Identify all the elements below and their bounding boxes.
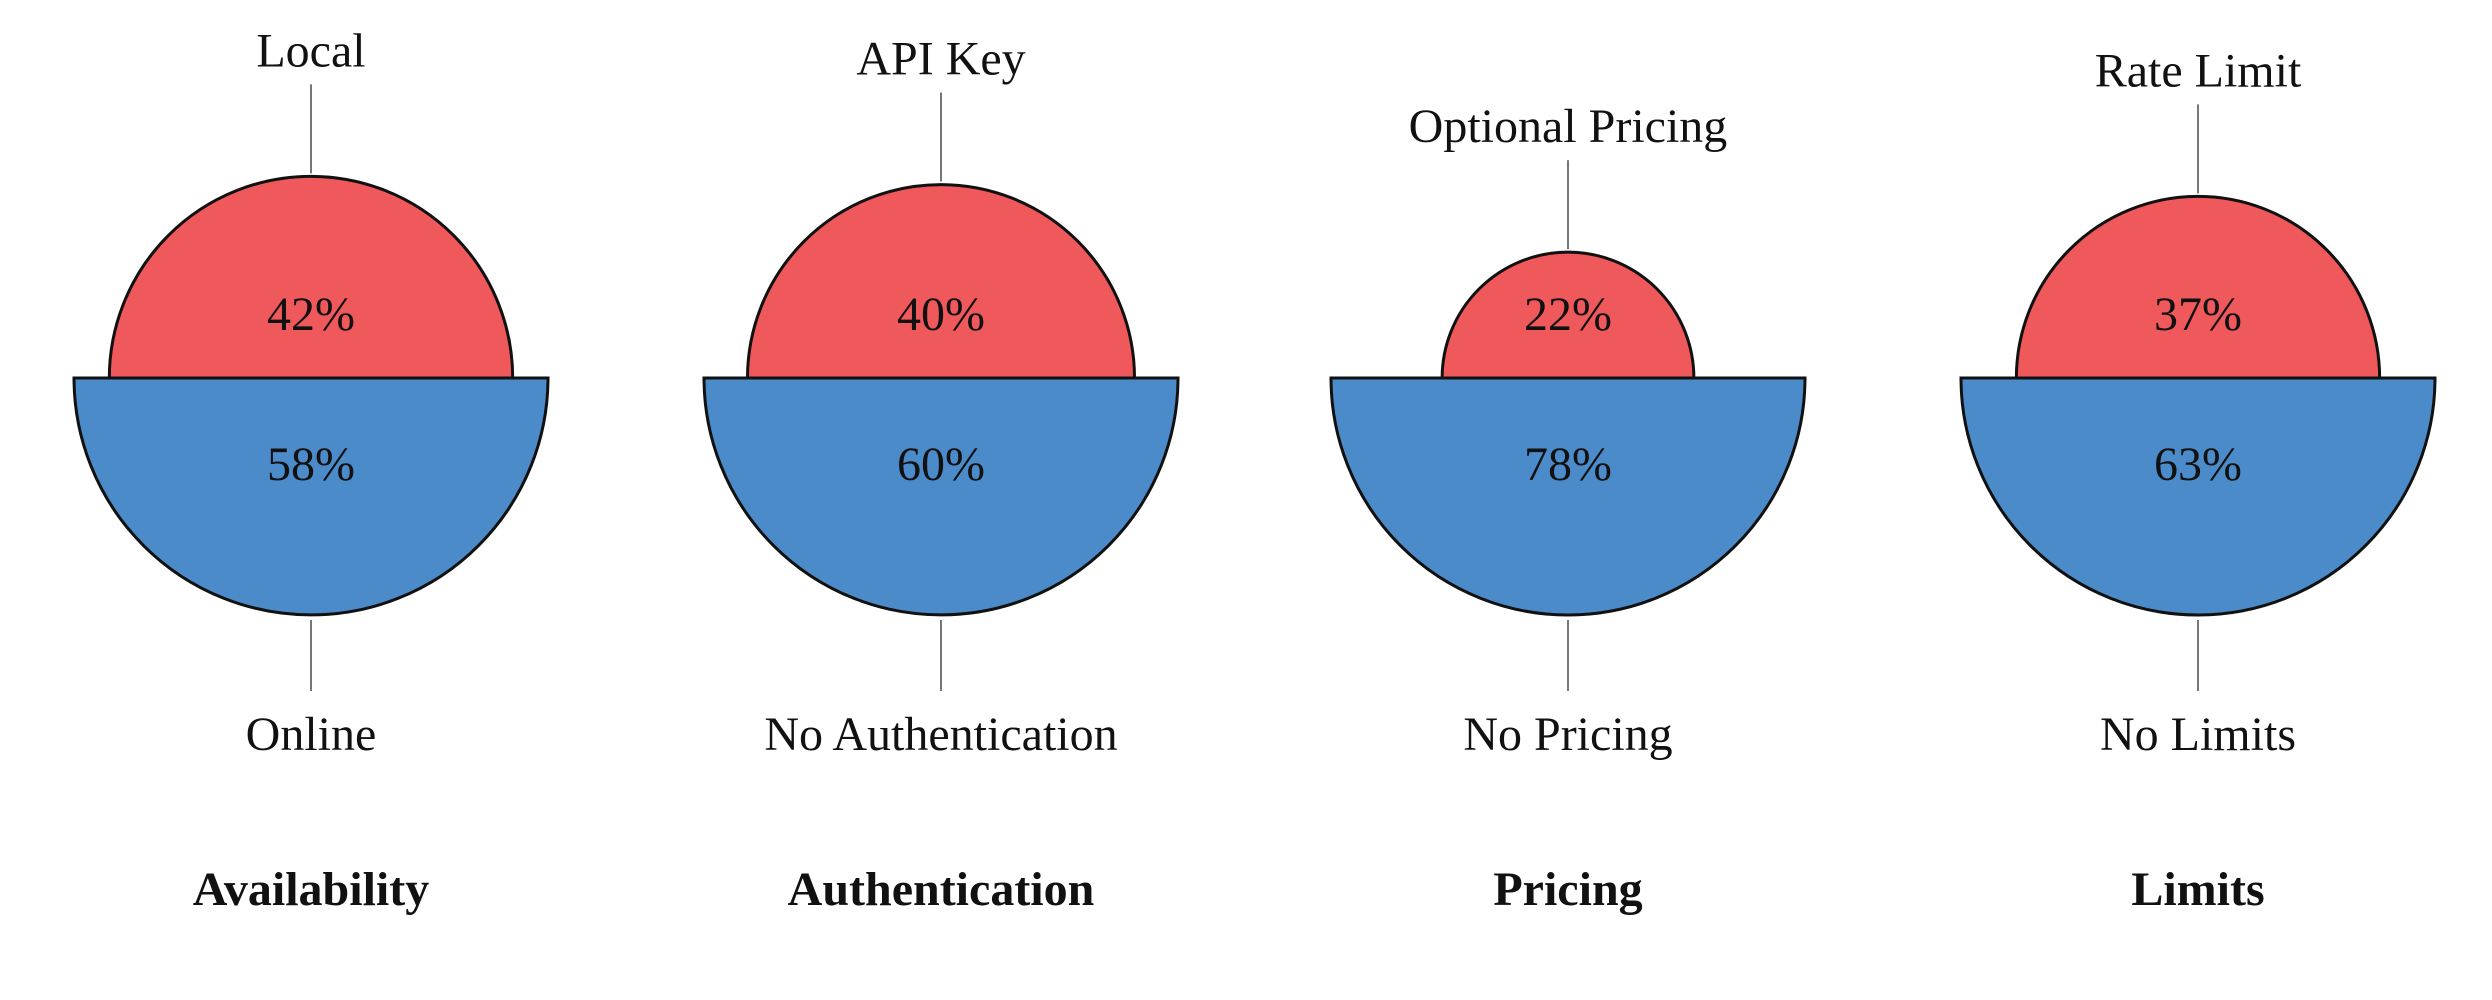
top-percent-label: 40% (897, 288, 985, 341)
bottom-percent-label: 58% (267, 438, 355, 491)
bottom-slice (702, 376, 1180, 617)
top-slice (1440, 250, 1696, 380)
top-percent-label: 42% (267, 288, 355, 341)
chart-title: Availability (193, 863, 429, 916)
bottom-slice (1329, 376, 1807, 617)
top-label: Local (256, 24, 365, 77)
bottom-label: Online (246, 708, 377, 761)
chart-title: Authentication (788, 863, 1095, 916)
chart-title: Limits (2131, 863, 2264, 916)
top-slice (107, 174, 515, 380)
bottom-slice (72, 376, 550, 617)
top-percent-label: 37% (2154, 288, 2242, 341)
bottom-label: No Limits (2100, 708, 2296, 761)
bottom-percent-label: 78% (1524, 438, 1612, 491)
bottom-slice (1959, 376, 2437, 617)
top-label: API Key (856, 32, 1025, 85)
bottom-label: No Authentication (764, 708, 1117, 761)
top-percent-label: 22% (1524, 288, 1612, 341)
top-label: Optional Pricing (1409, 100, 1728, 153)
top-label: Rate Limit (2095, 44, 2302, 97)
top-slice (745, 183, 1137, 380)
top-slice (2014, 194, 2382, 380)
bottom-percent-label: 63% (2154, 438, 2242, 491)
bottom-percent-label: 60% (897, 438, 985, 491)
chart-title: Pricing (1493, 863, 1642, 916)
bottom-label: No Pricing (1463, 708, 1672, 761)
